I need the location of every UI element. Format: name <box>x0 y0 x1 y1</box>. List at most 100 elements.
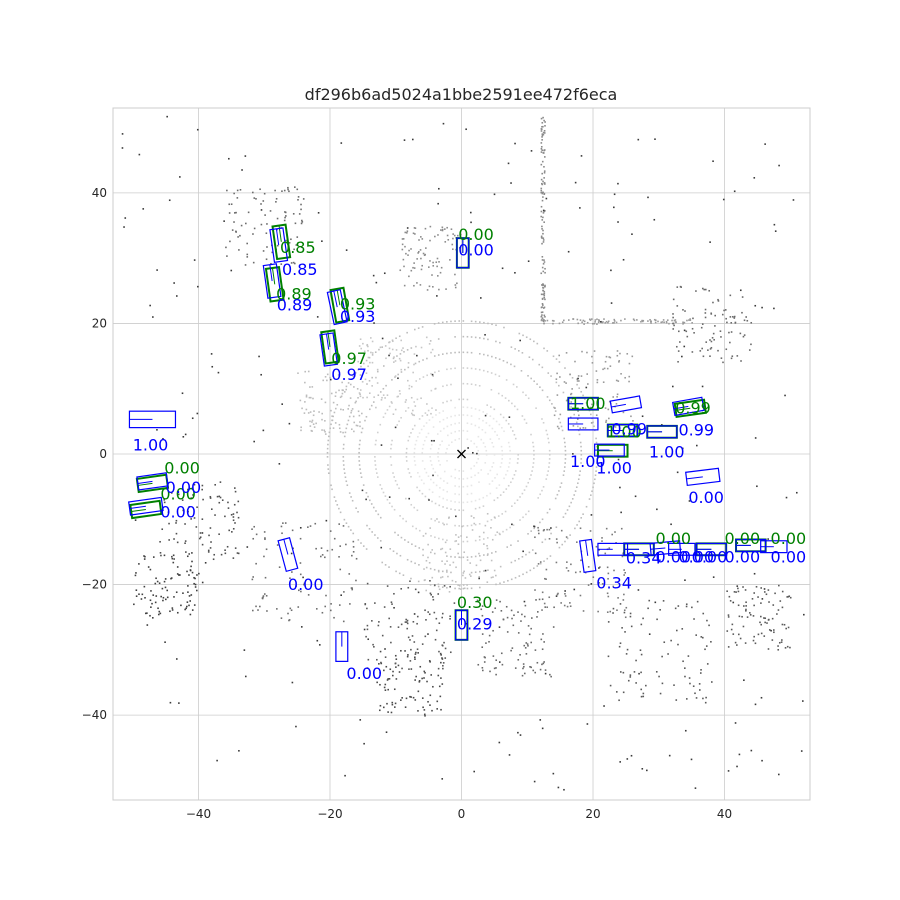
lidar-point <box>454 422 456 425</box>
lidar-point <box>427 498 430 500</box>
lidar-point <box>466 559 469 561</box>
lidar-point <box>244 264 247 266</box>
lidar-point <box>543 177 545 179</box>
lidar-point <box>442 401 444 404</box>
lidar-point <box>398 335 401 338</box>
lidar-point <box>150 606 152 608</box>
lidar-point <box>295 244 298 246</box>
lidar-point <box>513 502 516 505</box>
lidar-point <box>604 552 607 555</box>
lidar-point <box>346 423 349 426</box>
lidar-point <box>236 511 238 514</box>
lidar-point <box>640 695 643 698</box>
lidar-point <box>367 349 369 352</box>
lidar-point <box>141 593 144 596</box>
ground_truth-heading-line <box>131 508 146 513</box>
prediction-box-outline <box>319 332 339 367</box>
lidar-point <box>541 192 544 195</box>
lidar-point <box>781 623 784 626</box>
lidar-point <box>415 439 418 442</box>
lidar-point <box>466 477 469 480</box>
lidar-point <box>121 133 124 135</box>
lidar-point <box>474 424 477 427</box>
lidar-point <box>400 649 402 652</box>
lidar-point <box>619 671 622 673</box>
lidar-point <box>672 328 675 330</box>
lidar-point <box>607 577 609 580</box>
lidar-point <box>433 439 435 442</box>
lidar-point <box>454 580 457 583</box>
lidar-point <box>549 673 551 676</box>
lidar-point <box>704 701 707 704</box>
lidar-point <box>731 623 734 626</box>
prediction-box <box>456 237 470 269</box>
lidar-point <box>466 398 469 401</box>
lidar-point <box>578 387 581 389</box>
lidar-point <box>501 449 503 452</box>
plot-frame <box>112 107 811 801</box>
lidar-point <box>501 267 504 270</box>
lidar-point <box>448 444 450 447</box>
lidar-point <box>614 426 617 428</box>
lidar-point <box>464 577 467 579</box>
lidar-point <box>478 426 480 429</box>
lidar-point <box>475 461 478 464</box>
lidar-point <box>544 284 546 287</box>
lidar-point <box>442 385 444 388</box>
prediction-heading-line <box>611 403 626 408</box>
lidar-point <box>486 547 489 550</box>
lidar-point <box>663 641 666 644</box>
lidar-point <box>469 562 472 564</box>
lidar-point <box>416 622 418 625</box>
lidar-point <box>565 399 568 402</box>
lidar-point <box>450 383 452 386</box>
lidar-point <box>383 272 386 275</box>
lidar-point <box>418 432 421 434</box>
prediction-box-outline <box>136 472 169 491</box>
lidar-point <box>386 702 388 705</box>
lidar-point <box>785 627 787 630</box>
lidar-point <box>564 540 566 543</box>
ground_truth-score-label: 0.97 <box>331 349 367 368</box>
lidar-point <box>543 294 546 297</box>
lidar-point <box>328 431 331 434</box>
lidar-point <box>675 629 678 632</box>
lidar-point <box>510 578 513 581</box>
lidar-point <box>580 155 583 157</box>
lidar-point <box>533 380 535 383</box>
lidar-point <box>488 424 491 427</box>
lidar-point <box>564 458 567 460</box>
lidar-point <box>430 412 432 415</box>
ground_truth-heading-line <box>336 288 341 306</box>
lidar-point <box>409 639 411 641</box>
lidar-point <box>304 381 306 384</box>
lidar-point <box>744 642 747 644</box>
lidar-point <box>553 414 556 417</box>
lidar-point <box>340 594 342 597</box>
lidar-point <box>382 416 385 418</box>
lidar-point <box>563 381 566 383</box>
lidar-point <box>331 415 333 417</box>
lidar-point <box>640 671 642 674</box>
lidar-point <box>757 596 759 598</box>
lidar-point <box>187 510 189 513</box>
lidar-point <box>450 432 453 435</box>
lidar-point <box>730 357 733 360</box>
lidar-point <box>744 589 747 591</box>
lidar-point <box>413 267 416 269</box>
lidar-point <box>633 671 636 673</box>
lidar-point <box>553 406 555 409</box>
lidar-point <box>438 261 440 263</box>
lidar-point <box>573 588 576 591</box>
lidar-point <box>218 533 220 536</box>
lidar-point <box>684 729 687 732</box>
lidar-point <box>494 607 497 610</box>
lidar-point <box>458 414 461 416</box>
lidar-point <box>592 421 594 424</box>
lidar-point <box>752 639 755 642</box>
lidar-point <box>176 573 179 575</box>
lidar-point <box>745 605 747 607</box>
lidar-point <box>427 409 430 412</box>
lidar-point <box>563 437 566 440</box>
lidar-point <box>414 362 417 365</box>
